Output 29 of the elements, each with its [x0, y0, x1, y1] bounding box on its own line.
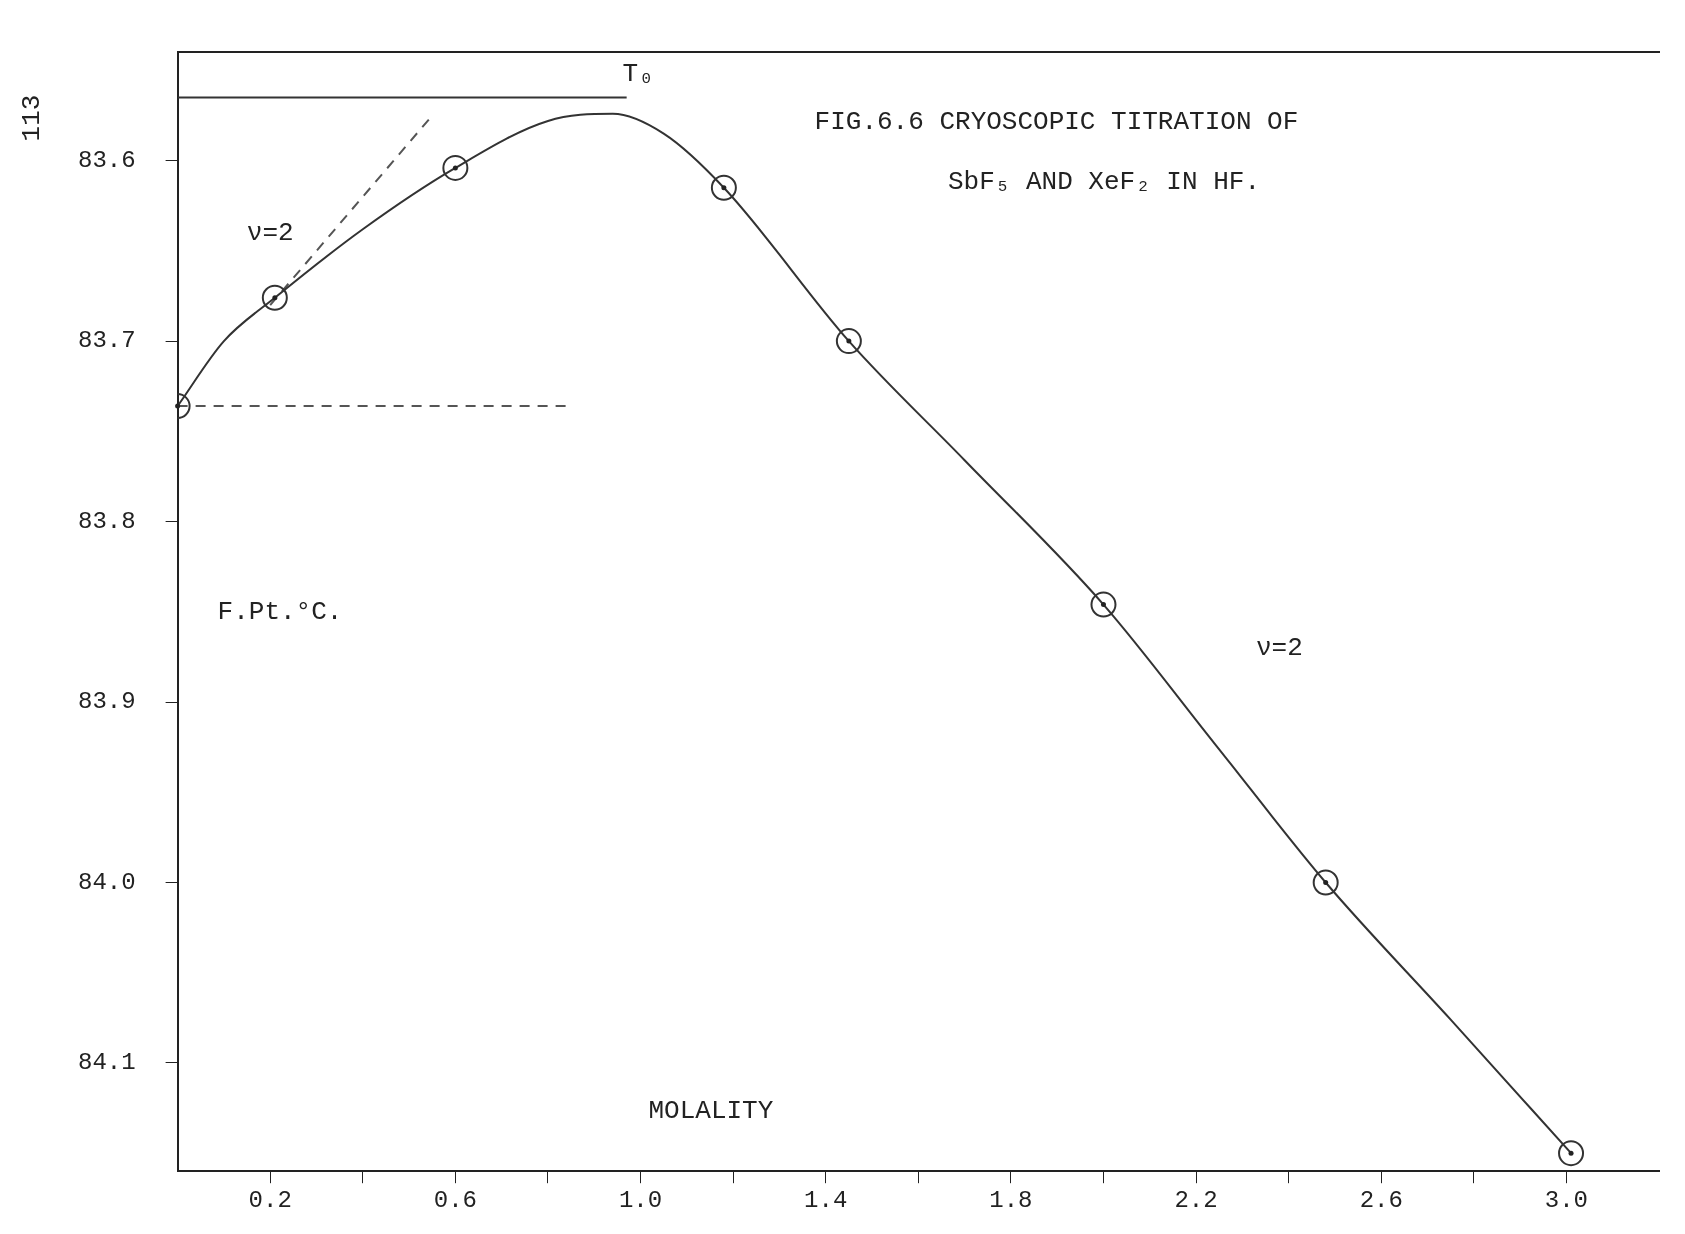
- point: [1558, 1140, 1585, 1167]
- annotation: T₀: [622, 58, 654, 89]
- text: FIG.6.6 CRYOSCOPIC TITRATION OF: [814, 107, 1299, 138]
- x-tick-label: 1.4: [804, 1186, 848, 1214]
- text: 113: [16, 94, 47, 142]
- y-tick-label: 83.7: [78, 327, 136, 355]
- y-tick-label: 83.8: [78, 507, 136, 535]
- annotation: ν=2: [246, 217, 294, 248]
- x-tick-label: 1.8: [989, 1186, 1033, 1214]
- point: [835, 328, 862, 355]
- x-tick-label: 2.6: [1359, 1186, 1403, 1214]
- y-tick-label: 83.6: [78, 147, 136, 175]
- point: [442, 154, 469, 181]
- y-tick-label: 83.9: [78, 688, 136, 716]
- x-axis-title: MOLALITY: [648, 1096, 774, 1127]
- y-tick-label: 84.0: [78, 868, 136, 896]
- x-tick-label: 1.0: [618, 1186, 663, 1214]
- y-axis-title: F.Pt.°C.: [217, 596, 343, 627]
- x-tick-label: 0.2: [248, 1186, 292, 1214]
- annotation: ν=2: [1255, 632, 1303, 663]
- text: SbF₅ AND XeF₂ IN HF.: [947, 167, 1260, 198]
- x-tick-label: 2.2: [1174, 1186, 1218, 1214]
- x-tick-label: 0.6: [433, 1186, 477, 1214]
- point: [1312, 869, 1339, 896]
- point: [1090, 591, 1117, 618]
- point: [261, 284, 288, 311]
- point: [710, 174, 737, 201]
- y-tick-label: 84.1: [78, 1049, 136, 1077]
- x-tick-label: 3.0: [1544, 1186, 1589, 1214]
